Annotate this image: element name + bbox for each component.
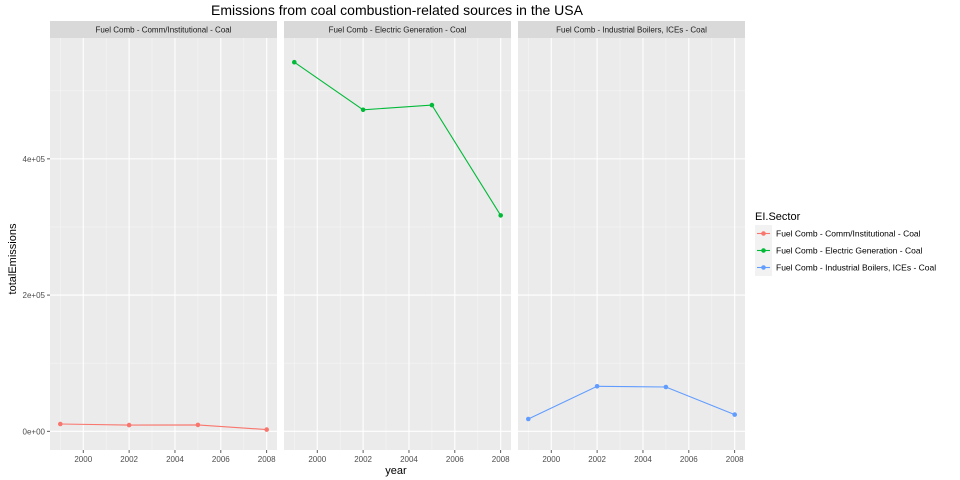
panel-background <box>50 38 277 450</box>
x-tick-label: 2000 <box>74 455 92 464</box>
facet-panels: Fuel Comb - Comm/Institutional - Coal 200… <box>23 21 745 464</box>
x-tick-label: 2000 <box>308 455 326 464</box>
data-point <box>195 422 201 428</box>
facet-strip <box>284 21 511 38</box>
facet-strip-label: Fuel Comb - Industrial Boilers, ICEs - C… <box>556 26 707 35</box>
data-point <box>58 421 63 427</box>
data-point <box>360 107 366 113</box>
x-tick-label: 2002 <box>354 455 372 464</box>
data-point <box>126 422 132 428</box>
x-axis-title: year <box>385 465 407 477</box>
x-tick-label: 2002 <box>588 455 606 464</box>
y-axis: 0e+00 2e+05 4e+05 <box>23 155 50 436</box>
x-tick-label: 2004 <box>400 455 418 464</box>
x-tick-label: 2006 <box>680 455 698 464</box>
legend-item: Fuel Comb - Industrial Boilers, ICEs - C… <box>755 259 936 276</box>
panel-background <box>518 38 745 450</box>
x-tick-label: 2002 <box>120 455 138 464</box>
panel-background <box>284 38 511 450</box>
data-point <box>264 427 270 432</box>
legend-title: EI.Sector <box>755 211 801 223</box>
data-point <box>732 412 737 417</box>
facet-strip-label: Fuel Comb - Electric Generation - Coal <box>329 26 467 35</box>
facet-strip <box>518 21 745 38</box>
data-point <box>594 384 600 389</box>
facet-strip <box>50 21 277 38</box>
legend: EI.Sector Fuel Comb - Comm/Institutional… <box>755 211 936 276</box>
data-point <box>663 384 669 390</box>
x-tick-label: 2000 <box>542 455 560 464</box>
series-line <box>60 423 267 431</box>
facet-panel: Fuel Comb - Industrial Boilers, ICEs - C… <box>518 21 745 464</box>
legend-item: Fuel Comb - Electric Generation - Coal <box>755 242 923 259</box>
y-tick-label: 2e+05 <box>23 291 46 300</box>
x-tick-label: 2006 <box>446 455 464 464</box>
x-tick-label: 2008 <box>726 455 744 464</box>
series-line <box>528 385 735 420</box>
y-tick-label: 0e+00 <box>23 427 46 436</box>
legend-label: Fuel Comb - Electric Generation - Coal <box>776 246 923 256</box>
legend-key-point <box>761 248 766 253</box>
x-tick-label: 2006 <box>212 455 230 464</box>
legend-key-point <box>761 265 766 270</box>
facet-panel: Fuel Comb - Electric Generation - Coal 20… <box>284 21 511 464</box>
y-tick-label: 4e+05 <box>23 155 46 164</box>
series-line <box>293 61 502 216</box>
legend-label: Fuel Comb - Industrial Boilers, ICEs - C… <box>776 263 936 273</box>
x-tick-label: 2008 <box>258 455 276 464</box>
legend-key-point <box>761 231 766 236</box>
facet-panel: Fuel Comb - Comm/Institutional - Coal 200… <box>50 21 277 464</box>
data-point <box>429 102 435 108</box>
facet-strip-label: Fuel Comb - Comm/Institutional - Coal <box>95 26 231 35</box>
data-point <box>526 416 531 422</box>
data-point <box>292 59 297 65</box>
chart-title: Emissions from coal combustion-related s… <box>211 2 584 18</box>
x-tick-label: 2008 <box>492 455 510 464</box>
x-tick-label: 2004 <box>634 455 652 464</box>
legend-item: Fuel Comb - Comm/Institutional - Coal <box>755 225 921 242</box>
x-tick-label: 2004 <box>166 455 184 464</box>
y-axis-title: totalEmissions <box>7 223 19 294</box>
legend-label: Fuel Comb - Comm/Institutional - Coal <box>776 229 921 239</box>
data-point <box>498 213 504 218</box>
